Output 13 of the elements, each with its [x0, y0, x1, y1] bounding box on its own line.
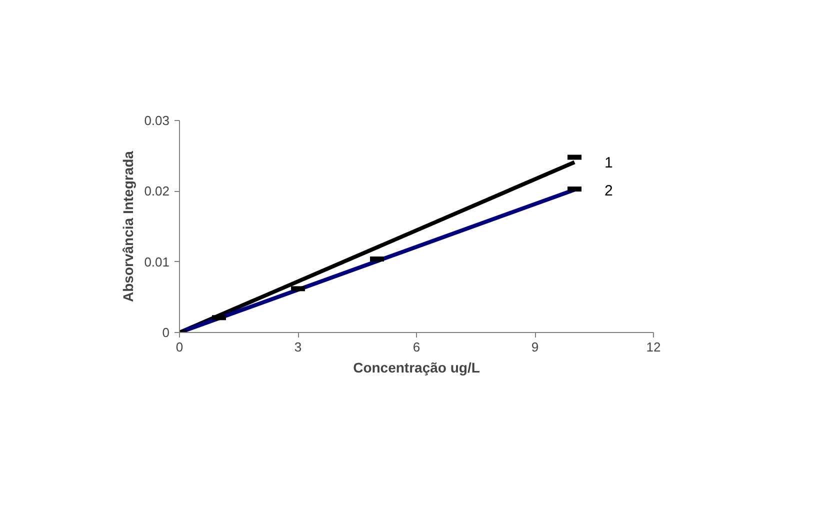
x-tick-label: 6 — [412, 340, 420, 354]
y-tick-label: 0.03 — [144, 113, 170, 128]
y-tick-label: 0.01 — [144, 254, 170, 270]
y-tick-label: 0 — [162, 325, 170, 340]
x-tick-label: 3 — [294, 340, 302, 354]
x-tick-label: 9 — [531, 340, 539, 354]
text: 1 — [604, 154, 613, 172]
x-tick-label: 0 — [176, 340, 184, 354]
text: 2 — [604, 182, 613, 200]
y-tick-label: 0.02 — [144, 184, 170, 199]
x-axis-title: Concentração ug/L — [353, 360, 480, 376]
y-axis-title: Absorvância Integrada — [120, 150, 136, 302]
x-tick-label: 12 — [646, 340, 661, 354]
